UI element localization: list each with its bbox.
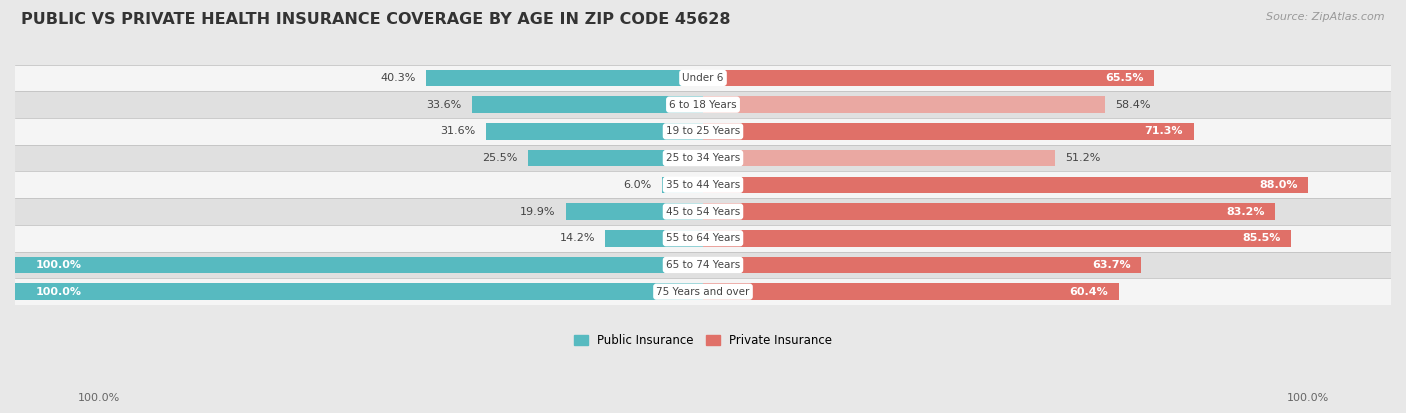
Text: Under 6: Under 6: [682, 73, 724, 83]
Bar: [472, 96, 703, 113]
Text: 75 Years and over: 75 Years and over: [657, 287, 749, 297]
Text: 19.9%: 19.9%: [520, 206, 555, 216]
Bar: [703, 256, 1142, 273]
Bar: [703, 70, 1154, 86]
Bar: [15, 283, 703, 300]
Text: 25 to 34 Years: 25 to 34 Years: [666, 153, 740, 163]
Bar: [15, 198, 1391, 225]
Bar: [703, 283, 1119, 300]
Text: PUBLIC VS PRIVATE HEALTH INSURANCE COVERAGE BY AGE IN ZIP CODE 45628: PUBLIC VS PRIVATE HEALTH INSURANCE COVER…: [21, 12, 731, 27]
Text: 14.2%: 14.2%: [560, 233, 595, 243]
Text: Source: ZipAtlas.com: Source: ZipAtlas.com: [1267, 12, 1385, 22]
Text: 51.2%: 51.2%: [1066, 153, 1101, 163]
Bar: [703, 203, 1275, 220]
Text: 58.4%: 58.4%: [1115, 100, 1150, 109]
Text: 100.0%: 100.0%: [35, 287, 82, 297]
Bar: [703, 150, 1056, 166]
Bar: [485, 123, 703, 140]
Bar: [606, 230, 703, 247]
Bar: [15, 278, 1391, 305]
Bar: [567, 203, 703, 220]
Text: 33.6%: 33.6%: [426, 100, 461, 109]
Text: 85.5%: 85.5%: [1243, 233, 1281, 243]
Text: 100.0%: 100.0%: [35, 260, 82, 270]
Bar: [662, 176, 703, 193]
Bar: [703, 176, 1309, 193]
Bar: [703, 230, 1291, 247]
Text: 71.3%: 71.3%: [1144, 126, 1184, 136]
Bar: [15, 145, 1391, 171]
Text: 35 to 44 Years: 35 to 44 Years: [666, 180, 740, 190]
Bar: [703, 123, 1194, 140]
Text: 25.5%: 25.5%: [482, 153, 517, 163]
Text: 60.4%: 60.4%: [1070, 287, 1108, 297]
Bar: [15, 252, 1391, 278]
Text: 100.0%: 100.0%: [77, 393, 120, 403]
Text: 88.0%: 88.0%: [1260, 180, 1298, 190]
Text: 100.0%: 100.0%: [1286, 393, 1329, 403]
Text: 55 to 64 Years: 55 to 64 Years: [666, 233, 740, 243]
Text: 83.2%: 83.2%: [1226, 206, 1265, 216]
Text: 63.7%: 63.7%: [1092, 260, 1130, 270]
Bar: [527, 150, 703, 166]
Bar: [15, 118, 1391, 145]
Bar: [426, 70, 703, 86]
Text: 19 to 25 Years: 19 to 25 Years: [666, 126, 740, 136]
Text: 31.6%: 31.6%: [440, 126, 475, 136]
Bar: [15, 225, 1391, 252]
Bar: [15, 256, 703, 273]
Text: 65 to 74 Years: 65 to 74 Years: [666, 260, 740, 270]
Bar: [15, 64, 1391, 91]
Text: 6 to 18 Years: 6 to 18 Years: [669, 100, 737, 109]
Bar: [15, 91, 1391, 118]
Bar: [15, 171, 1391, 198]
Text: 40.3%: 40.3%: [380, 73, 415, 83]
Bar: [703, 96, 1105, 113]
Text: 6.0%: 6.0%: [623, 180, 651, 190]
Text: 65.5%: 65.5%: [1105, 73, 1143, 83]
Text: 45 to 54 Years: 45 to 54 Years: [666, 206, 740, 216]
Legend: Public Insurance, Private Insurance: Public Insurance, Private Insurance: [569, 330, 837, 352]
